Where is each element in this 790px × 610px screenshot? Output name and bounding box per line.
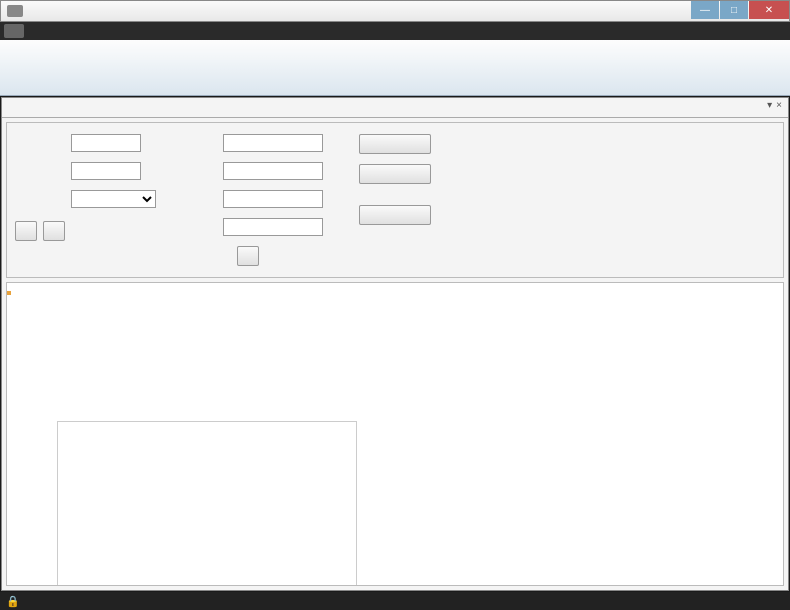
input-coef1[interactable] [223, 162, 323, 180]
regression-button[interactable] [237, 246, 259, 266]
document-tabs: ▾ × [2, 98, 788, 118]
select-template[interactable] [71, 190, 156, 208]
statusbar: 🔒 [0, 592, 790, 610]
dropdown-icon[interactable]: ▾ [767, 100, 772, 111]
input-linear-adc[interactable] [71, 162, 141, 180]
input-const[interactable] [223, 190, 323, 208]
cal-data-title [7, 283, 783, 287]
calibration-data-group [6, 282, 784, 586]
quick-access-icon[interactable] [4, 24, 24, 38]
menubar [0, 22, 790, 40]
close-button[interactable]: ✕ [749, 1, 789, 19]
calibration-chart [57, 421, 357, 585]
titlebar: — □ ✕ [0, 0, 790, 22]
content-area: ▾ × [1, 97, 789, 591]
input-weigh-value[interactable] [71, 134, 141, 152]
app-icon [7, 5, 23, 17]
read-calib-word-button[interactable] [359, 164, 431, 184]
save-as-template-button[interactable] [43, 221, 65, 241]
tabs-right-controls: ▾ × [767, 100, 782, 111]
active-cell-highlight [7, 291, 11, 295]
lock-icon: 🔒 [6, 595, 20, 608]
minimize-button[interactable]: — [691, 1, 719, 19]
window-controls: — □ ✕ [690, 1, 789, 21]
ribbon [0, 40, 790, 96]
reload-button[interactable] [15, 221, 37, 241]
input-coef2[interactable] [223, 134, 323, 152]
spreadsheet[interactable] [7, 291, 783, 585]
enter-calib-mode-button[interactable] [359, 134, 431, 154]
app-icon-area [1, 1, 29, 21]
tab-close-icon[interactable]: × [776, 100, 782, 111]
input-r2[interactable] [223, 218, 323, 236]
calibration-process-group [6, 122, 784, 278]
maximize-button[interactable]: □ [720, 1, 748, 19]
app-window: — □ ✕ ▾ × [0, 0, 790, 610]
write-calib-word-button[interactable] [359, 205, 431, 225]
